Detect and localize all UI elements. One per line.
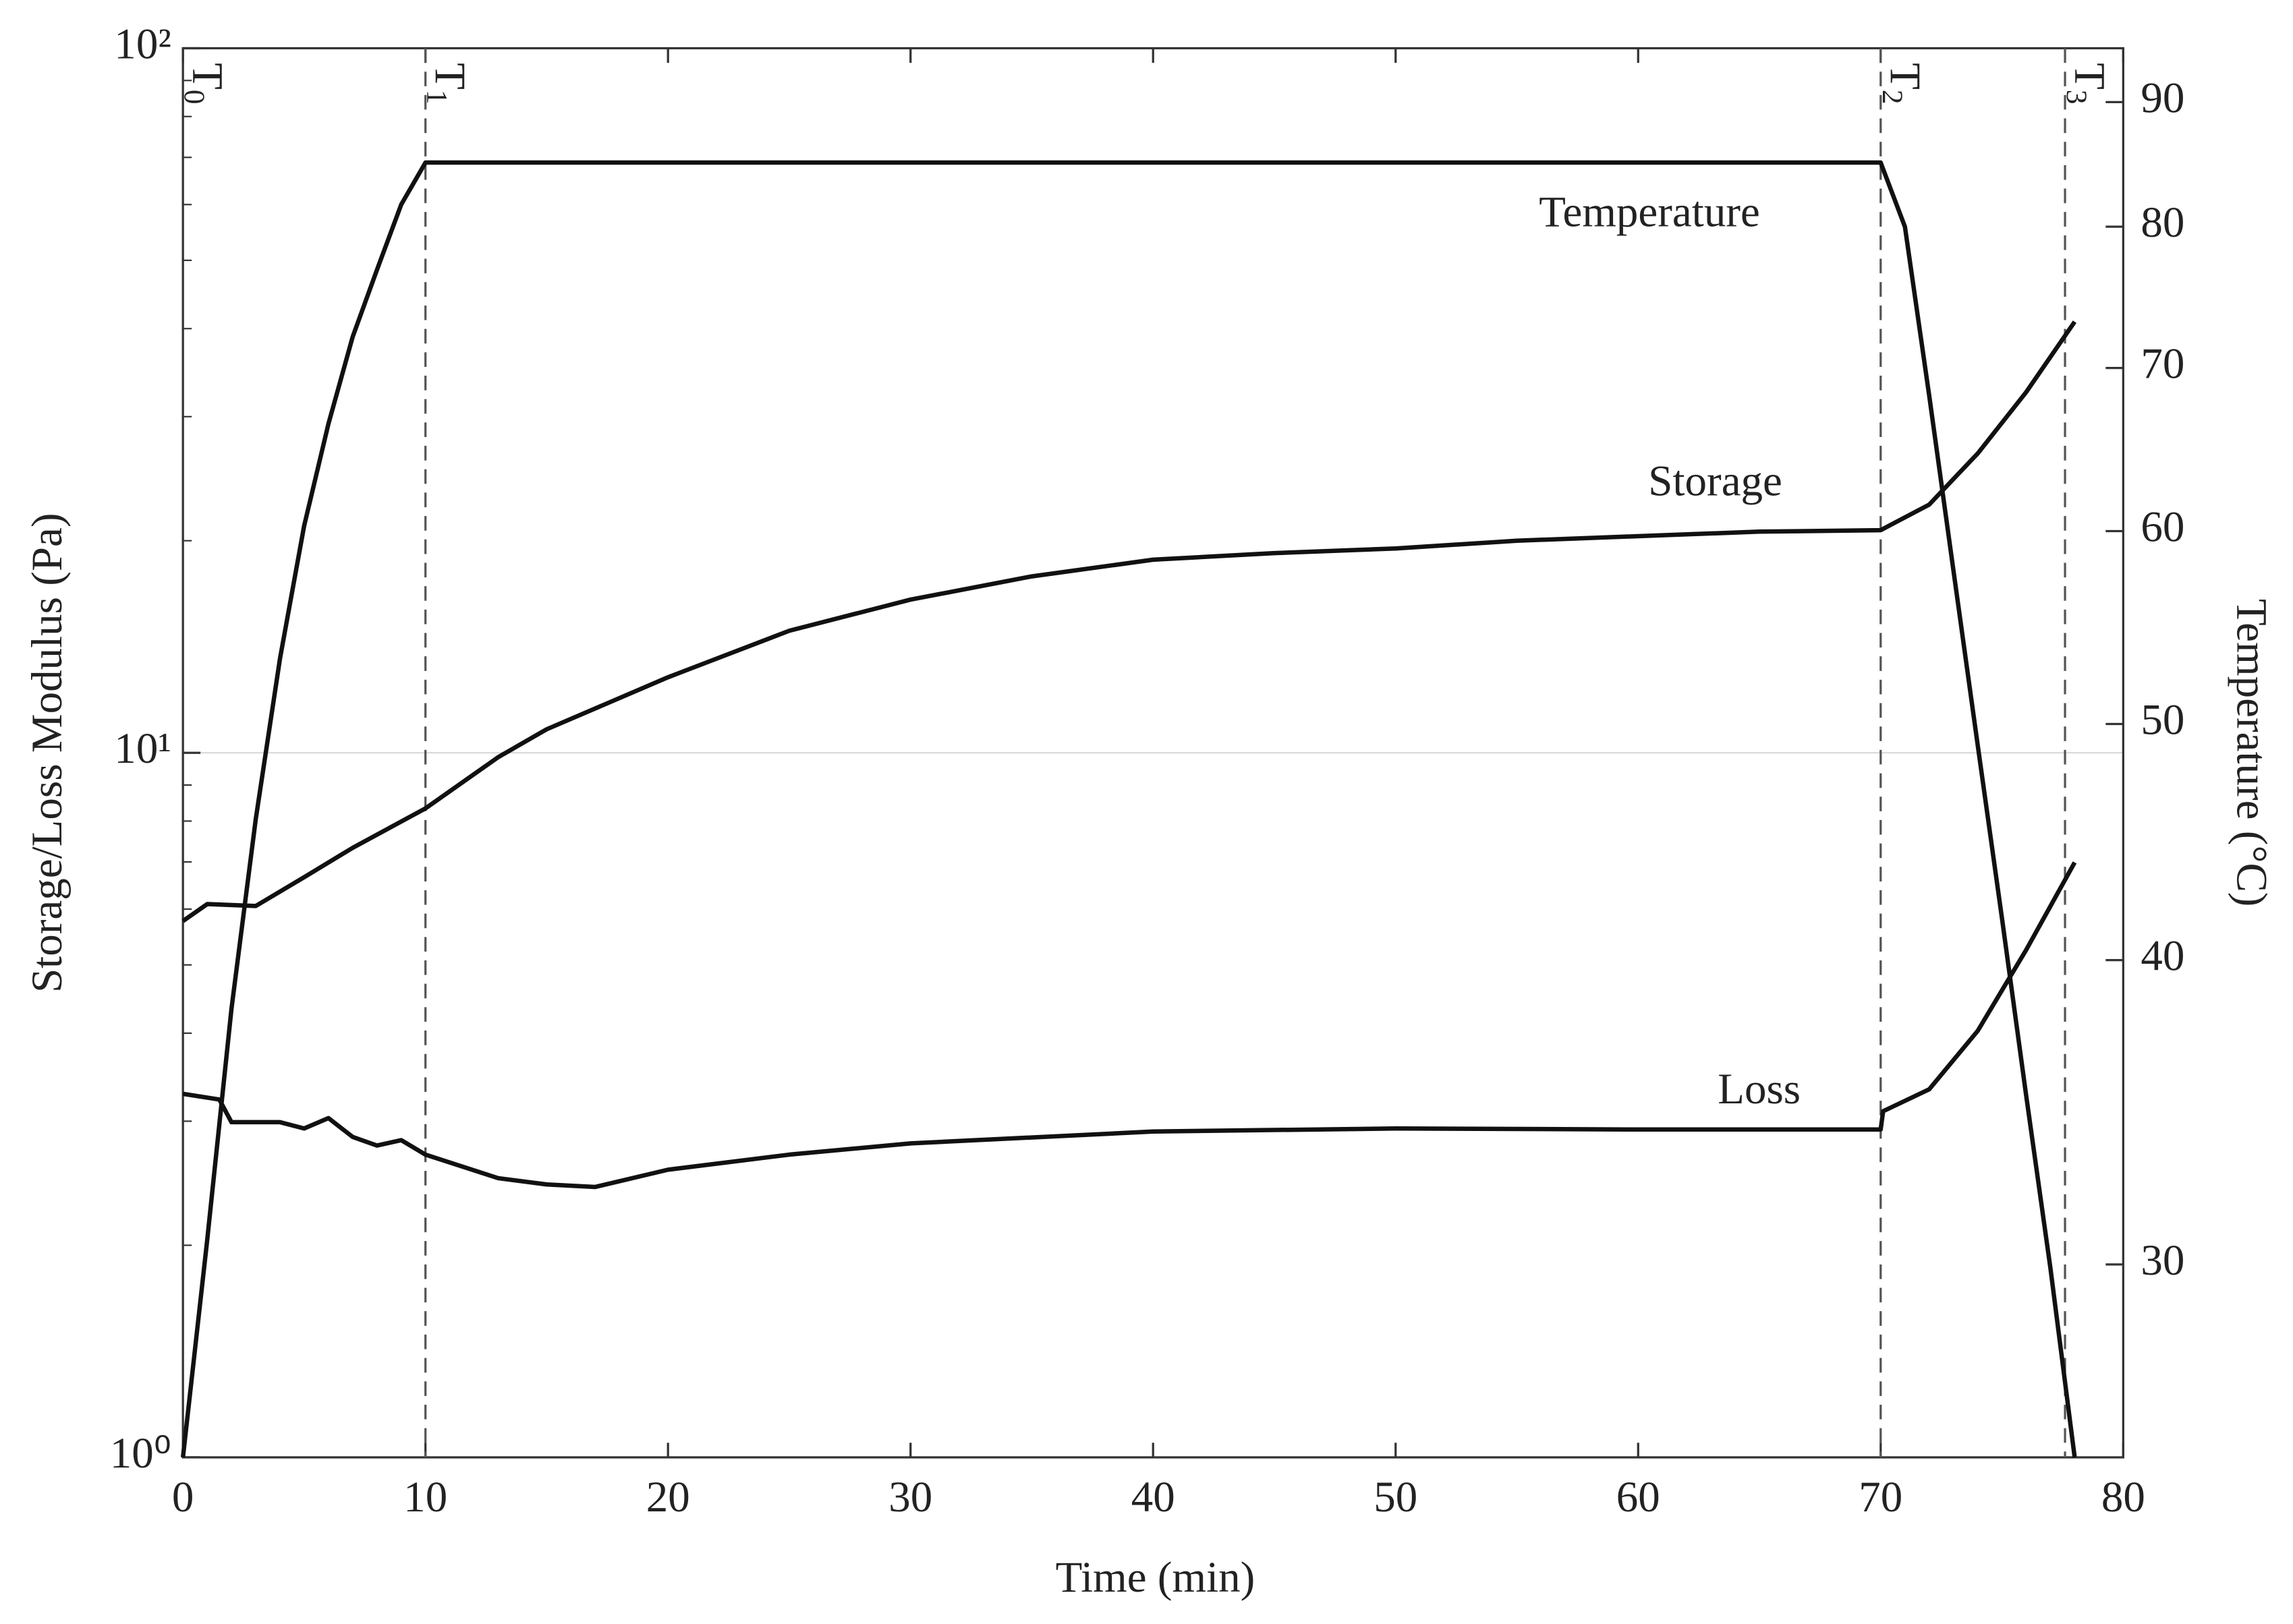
- y2-tick-label: 80: [2141, 198, 2184, 247]
- series-label: Loss: [1718, 1065, 1801, 1113]
- series-line: [180, 160, 2077, 1458]
- x-tick-label: 50: [1374, 1473, 1417, 1521]
- y-tick-label: 10¹: [114, 724, 171, 773]
- marker-label-text: T2: [1876, 63, 1929, 104]
- y-axis-title: Storage/Loss Modulus (Pa): [23, 513, 72, 993]
- marker-label-sub: 3: [2060, 90, 2093, 105]
- y2-axis-title: Temperature (°C): [2228, 599, 2276, 906]
- marker-label-main: T: [1881, 63, 1929, 90]
- marker-label-main: T: [426, 63, 474, 90]
- series-label: Temperature: [1539, 188, 1760, 237]
- marker-label-text: T1: [421, 63, 474, 104]
- y2-tick-label: 50: [2141, 695, 2184, 744]
- x-tick-label: 80: [2101, 1473, 2145, 1521]
- marker-label: T2: [1876, 63, 1929, 104]
- y2-tick-label: 90: [2141, 74, 2184, 122]
- x-tick-label: 40: [1131, 1473, 1175, 1521]
- x-tick-label: 70: [1859, 1473, 1902, 1521]
- y2-tick-label: 40: [2141, 931, 2184, 980]
- series-line: [181, 320, 2077, 923]
- series-label: Storage: [1648, 457, 1782, 506]
- x-tick-label: 0: [172, 1473, 194, 1521]
- x-tick-label: 30: [888, 1473, 932, 1521]
- y-tick-label: 10²: [114, 20, 171, 68]
- x-tick-label: 60: [1616, 1473, 1660, 1521]
- marker-label-sub: 1: [421, 90, 453, 105]
- marker-label-sub: 0: [178, 90, 210, 105]
- marker-label-text: T3: [2060, 63, 2114, 104]
- x-tick-label: 20: [646, 1473, 690, 1521]
- x-tick-label: 10: [403, 1473, 447, 1521]
- y-tick-label: 10⁰: [110, 1429, 171, 1478]
- y2-tick-label: 70: [2141, 340, 2184, 388]
- marker-label: T0: [178, 63, 231, 104]
- marker-label-main: T: [2065, 63, 2114, 90]
- x-axis-title: Time (min): [1056, 1553, 1255, 1602]
- marker-label-sub: 2: [1876, 90, 1908, 105]
- y2-tick-label: 30: [2141, 1236, 2184, 1285]
- marker-label-main: T: [183, 63, 232, 90]
- marker-label-text: T0: [178, 63, 231, 104]
- y2-tick-label: 60: [2141, 502, 2184, 551]
- series-line: [182, 861, 2077, 1190]
- marker-label: T3: [2060, 63, 2114, 104]
- marker-label: T1: [421, 63, 474, 104]
